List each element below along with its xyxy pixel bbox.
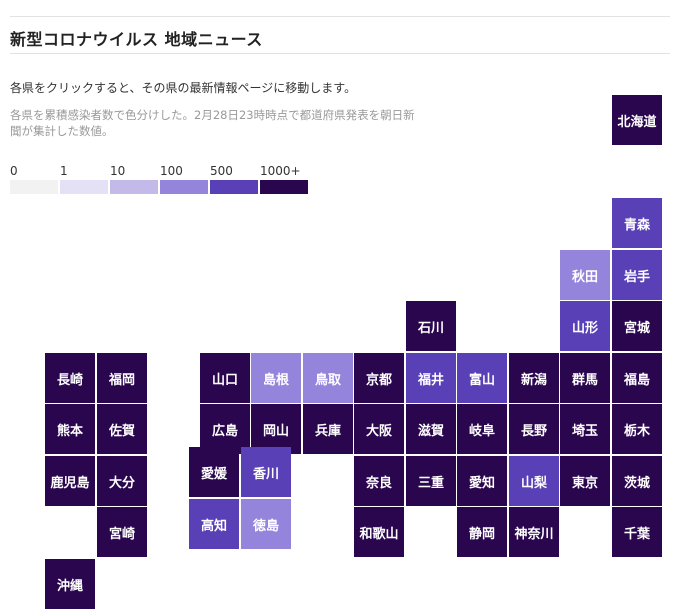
page-title: 新型コロナウイルス 地域ニュース (10, 30, 263, 49)
legend-swatch (260, 180, 308, 194)
prefecture-tile[interactable]: 高知 (189, 499, 239, 549)
legend-label: 100 (160, 164, 183, 178)
prefecture-tile[interactable]: 新潟 (509, 353, 559, 403)
prefecture-tile[interactable]: 栃木 (612, 404, 662, 454)
prefecture-tile[interactable]: 香川 (241, 447, 291, 497)
legend-swatch (110, 180, 158, 194)
prefecture-tile[interactable]: 東京 (560, 456, 610, 506)
prefecture-tile[interactable]: 宮城 (612, 301, 662, 351)
prefecture-tile[interactable]: 京都 (354, 353, 404, 403)
legend-swatch (10, 180, 58, 194)
prefecture-tile[interactable]: 静岡 (457, 507, 507, 557)
prefecture-tile[interactable]: 佐賀 (97, 404, 147, 454)
prefecture-tile[interactable]: 島根 (251, 353, 301, 403)
legend-swatch (210, 180, 258, 194)
prefecture-tile[interactable]: 青森 (612, 198, 662, 248)
prefecture-tile[interactable]: 長崎 (45, 353, 95, 403)
legend-label: 1000+ (260, 164, 301, 178)
prefecture-tile[interactable]: 岐阜 (457, 404, 507, 454)
prefecture-tile[interactable]: 宮崎 (97, 507, 147, 557)
prefecture-tile[interactable]: 岩手 (612, 250, 662, 300)
prefecture-tile[interactable]: 福島 (612, 353, 662, 403)
prefecture-tile[interactable]: 大阪 (354, 404, 404, 454)
prefecture-tile[interactable]: 熊本 (45, 404, 95, 454)
prefecture-tile[interactable]: 愛知 (457, 456, 507, 506)
prefecture-tile[interactable]: 大分 (97, 456, 147, 506)
legend-item: 0 (10, 164, 58, 194)
instruction-text: 各県をクリックすると、その県の最新情報ページに移動します。 (10, 81, 357, 95)
legend-item: 1 (60, 164, 108, 194)
prefecture-tile[interactable]: 鹿児島 (45, 456, 95, 506)
prefecture-tile[interactable]: 千葉 (612, 507, 662, 557)
legend-item: 500 (210, 164, 258, 194)
prefecture-tile[interactable]: 鳥取 (303, 353, 353, 403)
prefecture-tile[interactable]: 北海道 (612, 95, 662, 145)
prefecture-tile[interactable]: 兵庫 (303, 404, 353, 454)
prefecture-tile[interactable]: 和歌山 (354, 507, 404, 557)
title-divider (10, 53, 670, 54)
legend-item: 1000+ (260, 164, 308, 194)
prefecture-tile[interactable]: 秋田 (560, 250, 610, 300)
legend-swatch (160, 180, 208, 194)
note-text: 各県を累積感染者数で色分けした。2月28日23時時点で都道府県発表を朝日新聞が集… (10, 108, 415, 138)
prefecture-tile[interactable]: 福井 (406, 353, 456, 403)
prefecture-tile[interactable]: 愛媛 (189, 447, 239, 497)
prefecture-tile[interactable]: 福岡 (97, 353, 147, 403)
prefecture-tile[interactable]: 茨城 (612, 456, 662, 506)
prefecture-tile[interactable]: 埼玉 (560, 404, 610, 454)
prefecture-tile[interactable]: 沖縄 (45, 559, 95, 609)
prefecture-tile[interactable]: 奈良 (354, 456, 404, 506)
top-divider (10, 16, 670, 17)
prefecture-tile[interactable]: 滋賀 (406, 404, 456, 454)
legend-label: 500 (210, 164, 233, 178)
prefecture-tile[interactable]: 長野 (509, 404, 559, 454)
prefecture-tile[interactable]: 群馬 (560, 353, 610, 403)
prefecture-tile[interactable]: 山形 (560, 301, 610, 351)
prefecture-tile[interactable]: 広島 (200, 404, 250, 454)
legend-item: 100 (160, 164, 208, 194)
prefecture-tile[interactable]: 岡山 (251, 404, 301, 454)
prefecture-tile[interactable]: 山口 (200, 353, 250, 403)
legend-swatch (60, 180, 108, 194)
prefecture-tile[interactable]: 三重 (406, 456, 456, 506)
prefecture-tile[interactable]: 石川 (406, 301, 456, 351)
legend-label: 1 (60, 164, 68, 178)
legend-label: 0 (10, 164, 18, 178)
prefecture-tile[interactable]: 山梨 (509, 456, 559, 506)
prefecture-tile[interactable]: 富山 (457, 353, 507, 403)
legend-label: 10 (110, 164, 126, 178)
prefecture-tile[interactable]: 徳島 (241, 499, 291, 549)
prefecture-tile[interactable]: 神奈川 (509, 507, 559, 557)
legend-item: 10 (110, 164, 158, 194)
